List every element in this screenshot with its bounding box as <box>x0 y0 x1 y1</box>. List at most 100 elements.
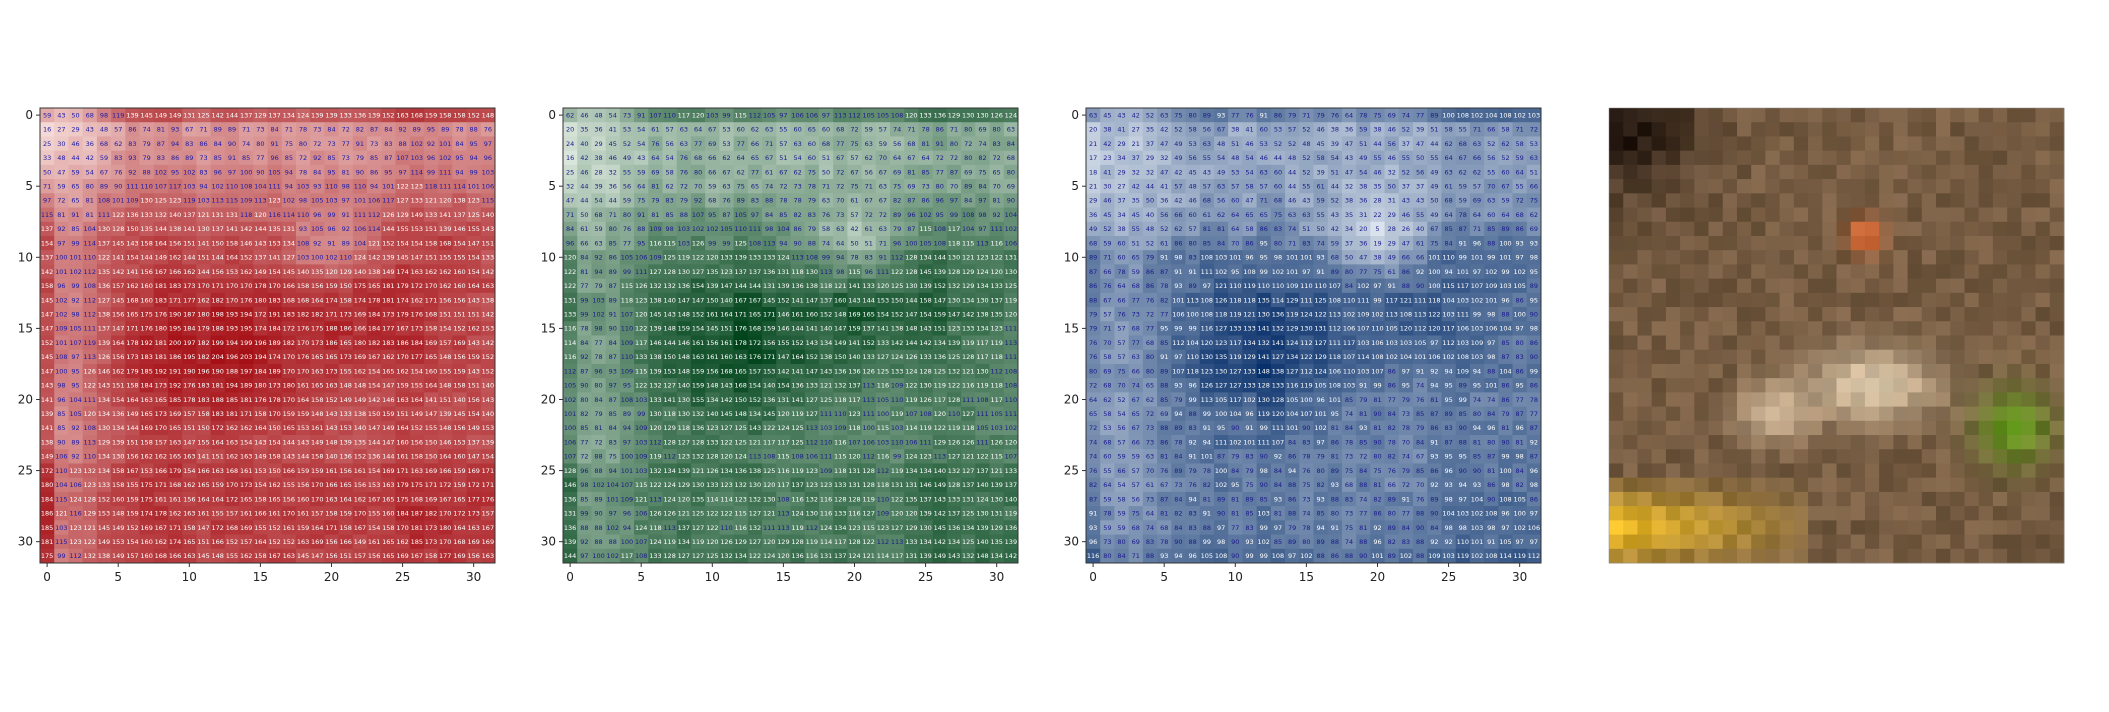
cell-value-label: 176 <box>297 353 309 361</box>
cell-value-label: 134 <box>112 424 124 432</box>
cell-value-label: 119 <box>1243 282 1255 290</box>
cell-value-label: 62 <box>1444 140 1452 148</box>
cell-value-label: 79 <box>143 140 151 148</box>
cell-value-label: 89 <box>964 183 972 191</box>
cell-value-label: 59 <box>1132 268 1140 276</box>
cell-value-label: 194 <box>254 353 266 361</box>
cell-value-label: 128 <box>663 438 675 446</box>
cell-value-label: 120 <box>905 111 917 119</box>
cell-value-label: 146 <box>649 339 661 347</box>
cell-value-label: 117 <box>621 552 633 560</box>
cell-value-label: 99 <box>1487 254 1495 262</box>
cell-value-label: 68 <box>1089 239 1097 247</box>
cell-value-label: 108 <box>1201 254 1213 262</box>
cell-value-label: 154 <box>692 325 704 333</box>
cell-value-label: 165 <box>283 424 295 432</box>
cell-value-label: 115 <box>777 453 789 461</box>
cell-value-label: 99 <box>71 282 79 290</box>
cell-value-label: 170 <box>425 282 437 290</box>
cell-value-label: 158 <box>140 438 152 446</box>
cell-value-label: 64 <box>1516 168 1524 176</box>
cell-value-label: 128 <box>848 538 860 546</box>
cell-value-label: 133 <box>834 481 846 489</box>
cell-value-label: 159 <box>212 481 224 489</box>
cell-value-label: 129 <box>678 481 690 489</box>
cell-value-label: 108 <box>791 453 803 461</box>
cell-value-label: 96 <box>893 239 901 247</box>
cell-value-label: 173 <box>155 410 167 418</box>
cell-value-label: 53 <box>1274 126 1282 134</box>
cell-value-label: 168 <box>226 467 238 475</box>
cell-value-label: 132 <box>948 467 960 475</box>
cell-value-label: 65 <box>993 168 1001 176</box>
cell-value-label: 99 <box>822 254 830 262</box>
cell-value-label: 93 <box>1217 111 1225 119</box>
cell-value-label: 153 <box>482 325 494 333</box>
cell-value-label: 101 <box>1499 254 1511 262</box>
heatmap-cell <box>338 108 354 123</box>
cell-value-label: 64 <box>637 183 645 191</box>
cell-value-label: 162 <box>155 538 167 546</box>
cell-value-label: 83 <box>993 140 1001 148</box>
cell-value-label: 145 <box>41 296 53 304</box>
cell-value-label: 199 <box>240 339 252 347</box>
cell-value-label: 129 <box>962 268 974 276</box>
cell-value-label: 126 <box>862 367 874 375</box>
cell-value-label: 114 <box>453 183 465 191</box>
cell-value-label: 136 <box>98 282 110 290</box>
cell-value-label: 79 <box>1146 254 1154 262</box>
cell-value-label: 81 <box>651 211 659 219</box>
cell-value-label: 111 <box>84 396 96 404</box>
cell-value-label: 153 <box>140 467 152 475</box>
cell-value-label: 106 <box>482 183 494 191</box>
cell-value-label: 169 <box>140 524 152 532</box>
cell-value-label: 65 <box>751 183 759 191</box>
cell-value-label: 89 <box>609 296 617 304</box>
cell-value-label: 129 <box>948 111 960 119</box>
cell-value-label: 153 <box>254 467 266 475</box>
cell-value-label: 97 <box>398 168 406 176</box>
cell-value-label: 154 <box>411 239 423 247</box>
cell-value-label: 118 <box>678 424 690 432</box>
cell-value-label: 128 <box>948 481 960 489</box>
cell-value-label: 94 <box>623 524 631 532</box>
cell-value-label: 185 <box>41 524 53 532</box>
cell-value-label: 28 <box>1373 197 1381 205</box>
cell-value-label: 172 <box>749 339 761 347</box>
cell-value-label: 145 <box>140 111 152 119</box>
cell-value-label: 58 <box>1316 154 1324 162</box>
cell-value-label: 156 <box>439 296 451 304</box>
cell-value-label: 171 <box>240 410 252 418</box>
cell-value-label: 152 <box>354 453 366 461</box>
cell-value-label: 38 <box>1117 225 1125 233</box>
cell-value-label: 87 <box>1459 225 1467 233</box>
cell-value-label: 42 <box>1174 197 1182 205</box>
cell-value-label: 52 <box>1487 140 1495 148</box>
cell-value-label: 140 <box>934 467 946 475</box>
cell-value-label: 137 <box>41 254 53 262</box>
cell-value-label: 94 <box>171 140 179 148</box>
cell-value-label: 121 <box>425 197 437 205</box>
cell-value-label: 107 <box>396 154 408 162</box>
cell-value-label: 147 <box>41 310 53 318</box>
cell-value-label: 172 <box>254 310 266 318</box>
cell-value-label: 105 <box>976 424 988 432</box>
cell-value-label: 41 <box>1160 183 1168 191</box>
cell-value-label: 100 <box>55 367 67 375</box>
cell-value-label: 80 <box>1274 239 1282 247</box>
cell-value-label: 153 <box>877 296 889 304</box>
cell-value-label: 101 <box>1428 254 1440 262</box>
cell-value-label: 150 <box>368 410 380 418</box>
cell-value-label: 163 <box>396 396 408 404</box>
cell-value-label: 109 <box>621 495 633 503</box>
cell-value-label: 134 <box>735 552 747 560</box>
cell-value-label: 46 <box>1288 197 1296 205</box>
cell-value-label: 121 <box>55 510 67 518</box>
cell-value-label: 130 <box>678 396 690 404</box>
cell-value-label: 126 <box>919 396 931 404</box>
cell-value-label: 91 <box>1459 239 1467 247</box>
cell-value-label: 54 <box>1245 168 1253 176</box>
cell-value-label: 68 <box>1274 197 1282 205</box>
heatmap-cell <box>352 122 368 137</box>
cell-value-label: 89 <box>623 410 631 418</box>
